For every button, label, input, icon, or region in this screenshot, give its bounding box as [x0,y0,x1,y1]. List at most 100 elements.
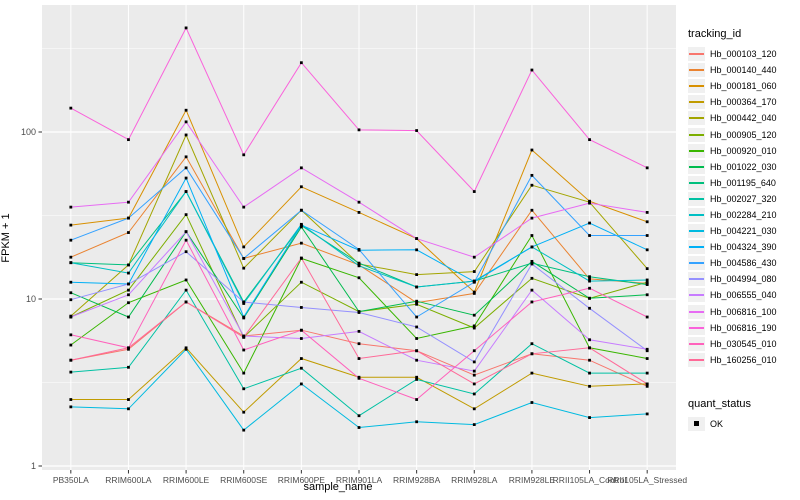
data-point [69,333,73,337]
legend-item-Hb_006816_100: Hb_006816_100 [688,304,798,320]
legend-item-Hb_004324_390: Hb_004324_390 [688,239,798,255]
data-point [588,416,591,419]
data-point [530,288,534,292]
legend-item-Hb_000103_120: Hb_000103_120 [688,46,798,62]
data-point [645,315,649,319]
legend-swatch-line [689,165,704,168]
legend-item-Hb_002027_320: Hb_002027_320 [688,191,798,207]
data-point [357,426,361,429]
data-point [415,349,419,353]
data-point [242,371,246,375]
legend-swatch-line [689,181,704,184]
data-point [357,264,361,268]
legend-key-ok [688,416,705,431]
data-point [645,347,649,351]
data-point [127,347,130,351]
legend-key [688,240,705,255]
legend-key [688,336,705,351]
legend-item-Hb_004221_030: Hb_004221_030 [688,223,798,239]
data-point [357,357,361,360]
data-point [242,348,246,352]
legend-item-label: Hb_000905_120 [710,129,777,140]
data-point [415,358,419,362]
data-point [530,352,534,356]
data-point [588,277,591,281]
data-point [184,166,188,170]
x-tick-label: RRIM928LE [509,475,556,485]
legend-item-Hb_001022_030: Hb_001022_030 [688,159,798,175]
data-point [645,248,649,252]
data-point [645,283,649,286]
data-point [357,376,361,380]
legend-swatch-line [689,262,704,265]
x-tick-label: RRIM600LE [163,475,210,485]
legend-item-label: Hb_006555_040 [710,290,777,301]
data-point [645,211,649,214]
data-point [645,371,649,375]
legend-key [688,288,705,303]
data-point [472,326,476,330]
legend-item-label: Hb_000103_120 [710,49,777,60]
x-tick-label: RRIM600LA [105,475,152,485]
data-point [415,301,419,305]
data-point [415,273,419,276]
x-tick-label: RRIM901LA [336,475,383,485]
data-point [184,300,188,304]
legend-key [688,304,705,319]
data-point [530,216,534,220]
data-point [242,257,246,260]
data-point [127,301,130,305]
data-point [415,315,419,319]
data-point [127,365,130,369]
data-point [588,138,591,142]
legend-key [688,111,705,126]
legend-item-label: OK [710,418,724,429]
x-axis-title: sample_name [303,481,373,493]
data-point [299,185,303,189]
legend-item-label: Hb_002027_320 [710,193,777,204]
data-point [299,223,303,227]
data-point [472,290,476,294]
data-point [127,200,130,204]
legend-item-label: Hb_004324_390 [710,242,777,253]
data-point [299,61,303,65]
data-point [588,279,591,283]
legend-item-Hb_000442_040: Hb_000442_040 [688,110,798,126]
data-point [645,278,649,282]
data-point [588,221,591,225]
data-point [69,106,73,110]
data-point [645,234,649,237]
legend-key [688,207,705,222]
data-point [69,255,73,259]
legend-swatch-line [689,342,704,345]
data-point [299,241,303,245]
data-point [472,382,476,386]
data-point [588,306,591,310]
data-point [184,288,188,292]
data-point [588,234,591,237]
data-point [472,190,476,193]
data-point [69,405,73,409]
data-point [588,286,591,290]
data-point [242,335,246,339]
legend-swatch-line [689,69,704,72]
legend: tracking_id Hb_000103_120 Hb_000140_440 Hb… [688,28,798,432]
data-point [357,248,361,251]
legend-key [688,95,705,110]
data-point [69,358,73,362]
data-point [242,153,246,157]
data-point [242,428,246,432]
data-point [184,213,188,217]
legend-swatch-line [689,149,704,152]
legend-item-Hb_006555_040: Hb_006555_040 [688,287,798,303]
legend-swatch-line [689,358,704,361]
data-point [127,282,130,286]
data-point [242,205,246,209]
data-point [184,347,188,351]
legend-key [688,272,705,287]
data-point [357,128,361,132]
data-point [472,324,476,328]
legend-swatch-line [689,117,704,120]
legend-item-label: Hb_006816_100 [710,306,777,317]
data-point [645,166,649,170]
